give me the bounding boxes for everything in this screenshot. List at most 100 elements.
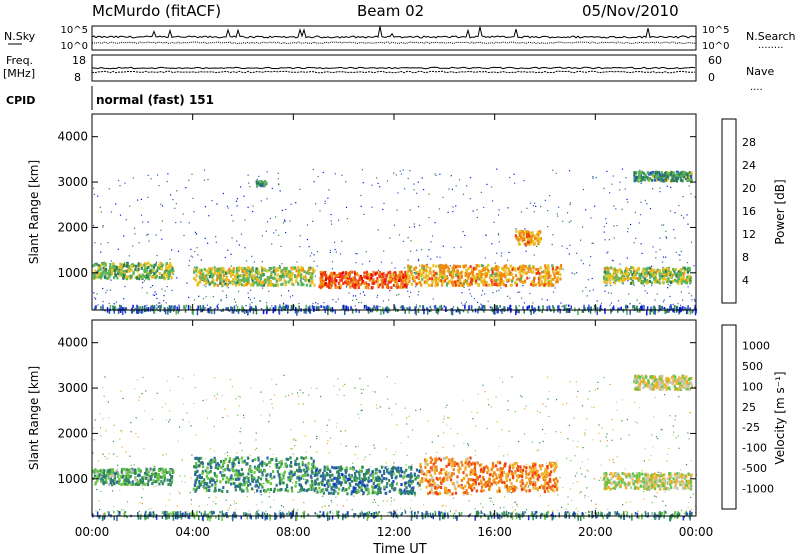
scatter-point <box>655 257 657 259</box>
echo-cell <box>407 270 410 274</box>
ground-point <box>595 512 597 515</box>
echo-cell <box>494 282 497 286</box>
echo-cell <box>456 269 459 273</box>
scatter-point <box>207 242 209 244</box>
ground-point <box>334 309 336 314</box>
ground-point <box>558 512 560 518</box>
echo-cell <box>300 266 303 269</box>
ground-point <box>692 309 694 313</box>
scatter-point <box>452 206 454 208</box>
ground-point <box>490 306 492 309</box>
scatter-point <box>406 287 408 289</box>
scatter-point <box>194 387 196 389</box>
scatter-point <box>275 216 277 218</box>
echo-cell <box>559 263 563 267</box>
ground-point <box>581 309 584 313</box>
echo-cell <box>522 264 525 268</box>
ground-point <box>344 309 346 315</box>
ground-point <box>403 307 405 310</box>
scatter-point <box>113 505 115 508</box>
scatter-point <box>552 511 554 513</box>
scatter-point <box>621 208 623 210</box>
scatter-point <box>399 170 401 172</box>
echo-cell <box>147 265 150 269</box>
scatter-point <box>226 455 229 457</box>
echo-cell <box>428 271 431 275</box>
scatter-point <box>331 223 333 225</box>
echo-cell <box>313 283 316 287</box>
ground-point <box>366 515 369 522</box>
scatter-point <box>279 265 281 267</box>
echo-cell <box>236 281 240 285</box>
echo-cell <box>274 283 277 287</box>
ground-point <box>324 308 326 314</box>
echo-cell <box>496 268 499 272</box>
echo-cell <box>282 275 285 279</box>
echo-cell <box>479 270 482 274</box>
ground-point <box>686 512 688 516</box>
scatter-point <box>110 279 112 281</box>
scatter-point <box>576 472 578 474</box>
ground-point <box>458 512 461 517</box>
scatter-point <box>396 424 398 426</box>
scatter-point <box>259 300 261 302</box>
ground-point <box>684 306 686 310</box>
ground-point <box>200 512 203 516</box>
ground-point <box>439 511 441 517</box>
scatter-point <box>596 300 598 302</box>
scatter-point <box>475 454 477 456</box>
scatter-point <box>457 433 459 435</box>
scatter-point <box>687 432 689 434</box>
ground-point <box>620 515 622 519</box>
ground-point <box>117 510 120 514</box>
echo-cell <box>457 284 460 288</box>
scatter-point <box>501 429 503 431</box>
scatter-point <box>136 479 138 481</box>
scatter-point <box>191 256 194 258</box>
ground-point <box>502 308 504 311</box>
scatter-point <box>575 507 577 510</box>
ground-point <box>218 514 220 521</box>
scatter-point <box>316 251 318 253</box>
ground-point <box>440 511 442 514</box>
scatter-point <box>133 227 136 229</box>
scatter-point <box>590 256 592 258</box>
echo-cell <box>344 276 347 280</box>
scatter-point <box>664 491 666 493</box>
echo-cell <box>521 237 525 241</box>
echo-cell <box>550 279 553 283</box>
echo-cell <box>306 270 309 274</box>
scatter-point <box>690 496 692 498</box>
ground-point <box>450 309 453 315</box>
ground-point <box>347 306 349 312</box>
scatter-point <box>421 177 423 179</box>
scatter-point <box>379 306 381 308</box>
scatter-point <box>94 419 96 421</box>
echo-cell <box>137 267 140 271</box>
echo-cell <box>656 170 659 174</box>
ground-point <box>580 515 582 521</box>
echo-cell <box>419 272 422 276</box>
scatter-point <box>414 495 416 497</box>
scatter-point <box>114 303 116 305</box>
scatter-point <box>488 404 490 406</box>
echo-cell <box>491 269 494 273</box>
scatter-point <box>501 252 503 254</box>
echo-cell <box>251 267 254 271</box>
scatter-point <box>273 394 276 396</box>
scatter-point <box>571 272 573 274</box>
scatter-point <box>107 457 109 459</box>
echo-cell <box>257 270 260 273</box>
echo-cell <box>278 278 282 282</box>
echo-cell <box>272 284 276 288</box>
scatter-point <box>503 455 505 457</box>
echo-cell <box>675 279 679 283</box>
ground-point <box>117 309 120 314</box>
scatter-point <box>603 376 605 379</box>
echo-cell <box>256 283 259 287</box>
echo-cell <box>200 276 203 280</box>
scatter-point <box>392 465 394 467</box>
echo-cell <box>350 278 353 282</box>
echo-cell <box>305 283 308 287</box>
scatter-point <box>471 411 473 413</box>
